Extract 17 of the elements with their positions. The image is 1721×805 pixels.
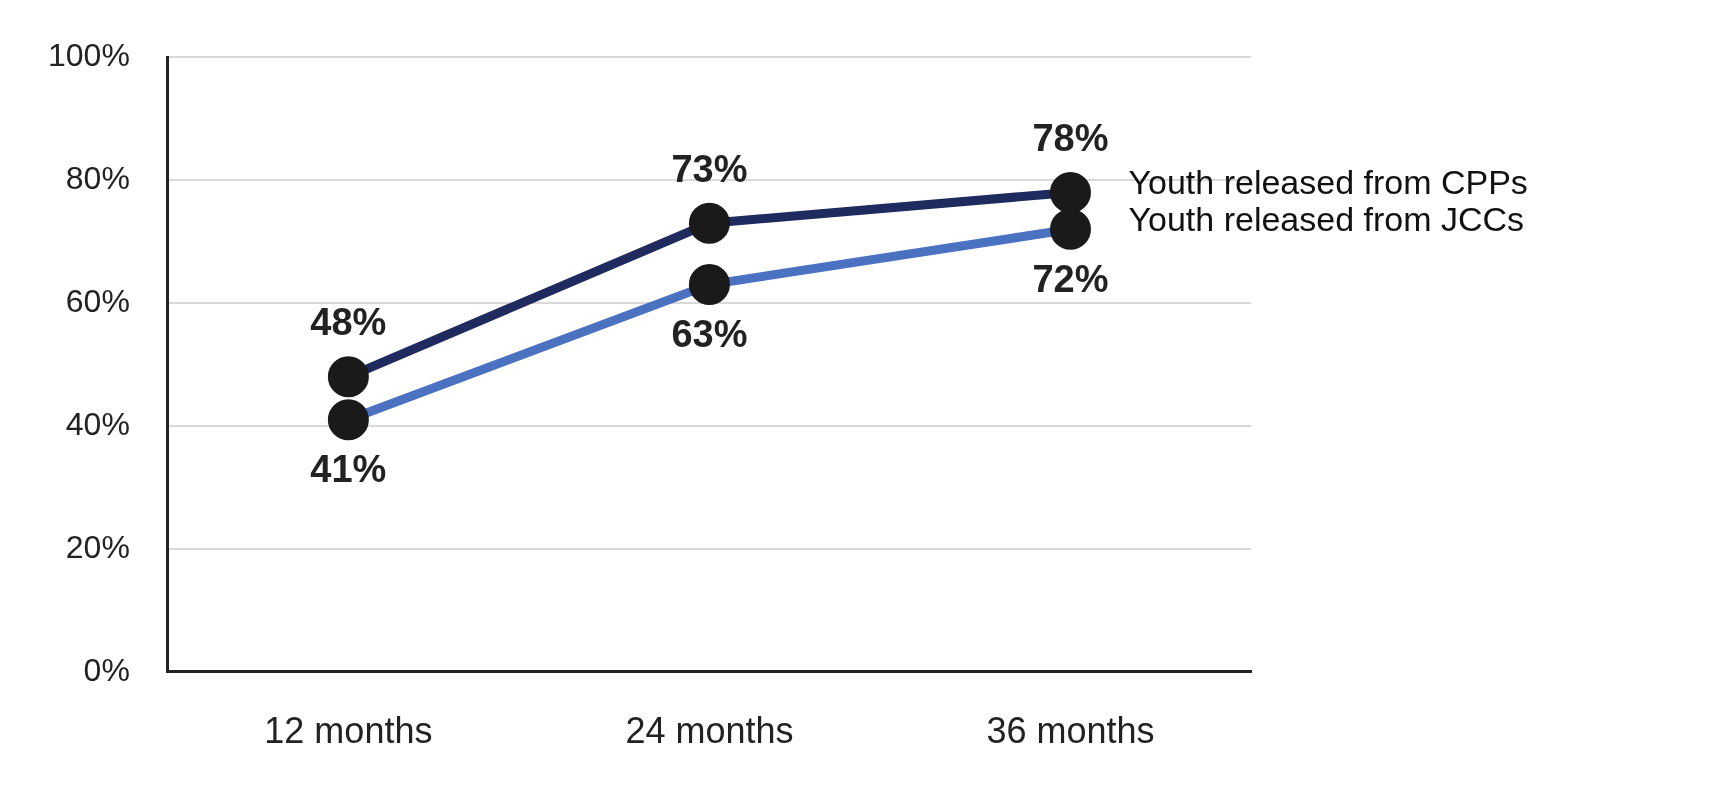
y-tick-label: 0% — [83, 651, 130, 688]
series-label: Youth released from JCCs — [1128, 199, 1525, 238]
y-tick-label: 80% — [65, 159, 130, 196]
data-label: 72% — [1032, 257, 1109, 300]
y-tick-label: 40% — [65, 405, 130, 442]
x-tick-label: 36 months — [986, 710, 1155, 752]
data-label: 73% — [671, 147, 748, 190]
x-tick-label: 12 months — [264, 710, 433, 752]
data-label: 63% — [671, 313, 748, 356]
x-tick-label: 24 months — [625, 710, 794, 752]
y-tick-label: 60% — [65, 282, 130, 319]
y-tick-label: 20% — [65, 528, 130, 565]
series-label: Youth released from CPPs — [1128, 162, 1528, 201]
data-label: 41% — [310, 448, 387, 491]
data-label: 48% — [310, 301, 387, 344]
y-tick-label: 100% — [48, 37, 130, 74]
data-label: 78% — [1032, 116, 1109, 159]
